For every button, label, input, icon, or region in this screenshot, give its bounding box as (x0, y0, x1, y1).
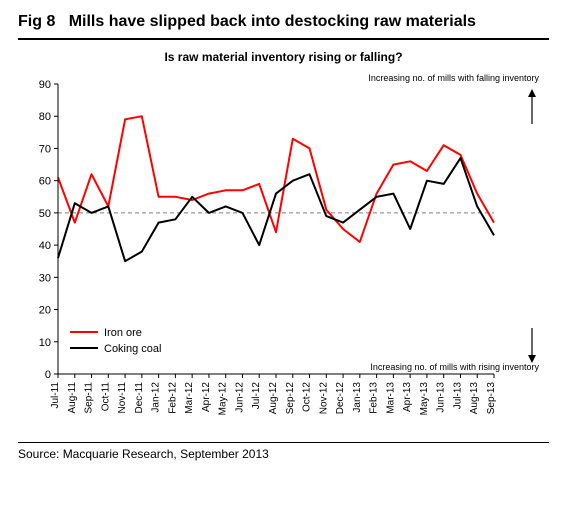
svg-text:Sep-12: Sep-12 (285, 382, 296, 415)
svg-text:Nov-11: Nov-11 (117, 382, 128, 414)
svg-text:Nov-12: Nov-12 (318, 382, 329, 415)
svg-text:0: 0 (45, 369, 51, 381)
svg-text:Jul-13: Jul-13 (452, 382, 463, 410)
svg-text:Jul-12: Jul-12 (251, 382, 262, 410)
svg-text:Jan-13: Jan-13 (352, 382, 363, 413)
svg-text:Coking coal: Coking coal (104, 343, 161, 355)
svg-text:20: 20 (39, 305, 51, 317)
series-line (58, 116, 494, 242)
title-rule (18, 38, 549, 40)
svg-text:Oct-11: Oct-11 (100, 382, 111, 412)
svg-text:Aug-13: Aug-13 (469, 382, 480, 415)
svg-text:Jun-12: Jun-12 (234, 382, 245, 413)
figure-title: Fig 8 Mills have slipped back into desto… (18, 12, 549, 32)
svg-text:Apr-13: Apr-13 (402, 382, 413, 412)
series-line (58, 158, 494, 261)
svg-text:Dec-12: Dec-12 (335, 382, 346, 415)
svg-text:Mar-12: Mar-12 (184, 382, 195, 414)
chart-title: Is raw material inventory rising or fall… (18, 50, 549, 64)
svg-text:Jun-13: Jun-13 (436, 382, 447, 413)
line-chart: 0 10 20 30 40 50 60 70 80 90 Jul-11 Aug-11 Sep-11 Oct… (18, 66, 549, 436)
svg-text:Iron ore: Iron ore (104, 327, 142, 339)
svg-text:80: 80 (39, 111, 51, 123)
svg-text:Increasing no. of mills with f: Increasing no. of mills with falling inv… (368, 73, 539, 83)
svg-text:Feb-12: Feb-12 (167, 382, 178, 414)
figure-label: Fig 8 (18, 13, 55, 30)
chart-area: Is raw material inventory rising or fall… (18, 50, 549, 436)
svg-text:Dec-11: Dec-11 (134, 382, 145, 414)
svg-text:Apr-12: Apr-12 (201, 382, 212, 412)
source-rule (18, 442, 549, 443)
svg-text:Aug-11: Aug-11 (67, 382, 78, 414)
figure-container: Fig 8 Mills have slipped back into desto… (0, 0, 567, 513)
svg-text:Increasing no. of mills with r: Increasing no. of mills with rising inve… (370, 362, 539, 372)
svg-text:40: 40 (39, 240, 51, 252)
source-text: Source: Macquarie Research, September 20… (18, 447, 549, 461)
svg-text:Sep-13: Sep-13 (486, 382, 497, 415)
svg-text:Sep-11: Sep-11 (84, 382, 95, 414)
svg-text:Feb-13: Feb-13 (369, 382, 380, 414)
svg-text:Jul-11: Jul-11 (50, 382, 61, 409)
svg-text:60: 60 (39, 176, 51, 188)
svg-text:30: 30 (39, 272, 51, 284)
svg-text:May-12: May-12 (218, 382, 229, 416)
svg-text:Aug-12: Aug-12 (268, 382, 279, 415)
svg-text:10: 10 (39, 337, 51, 349)
svg-text:70: 70 (39, 143, 51, 155)
svg-text:90: 90 (39, 79, 51, 91)
svg-text:50: 50 (39, 208, 51, 220)
svg-text:Jan-12: Jan-12 (151, 382, 162, 413)
svg-text:Mar-13: Mar-13 (385, 382, 396, 414)
svg-text:May-13: May-13 (419, 382, 430, 416)
figure-title-text: Mills have slipped back into destocking … (69, 13, 476, 30)
svg-text:Oct-12: Oct-12 (302, 382, 313, 412)
